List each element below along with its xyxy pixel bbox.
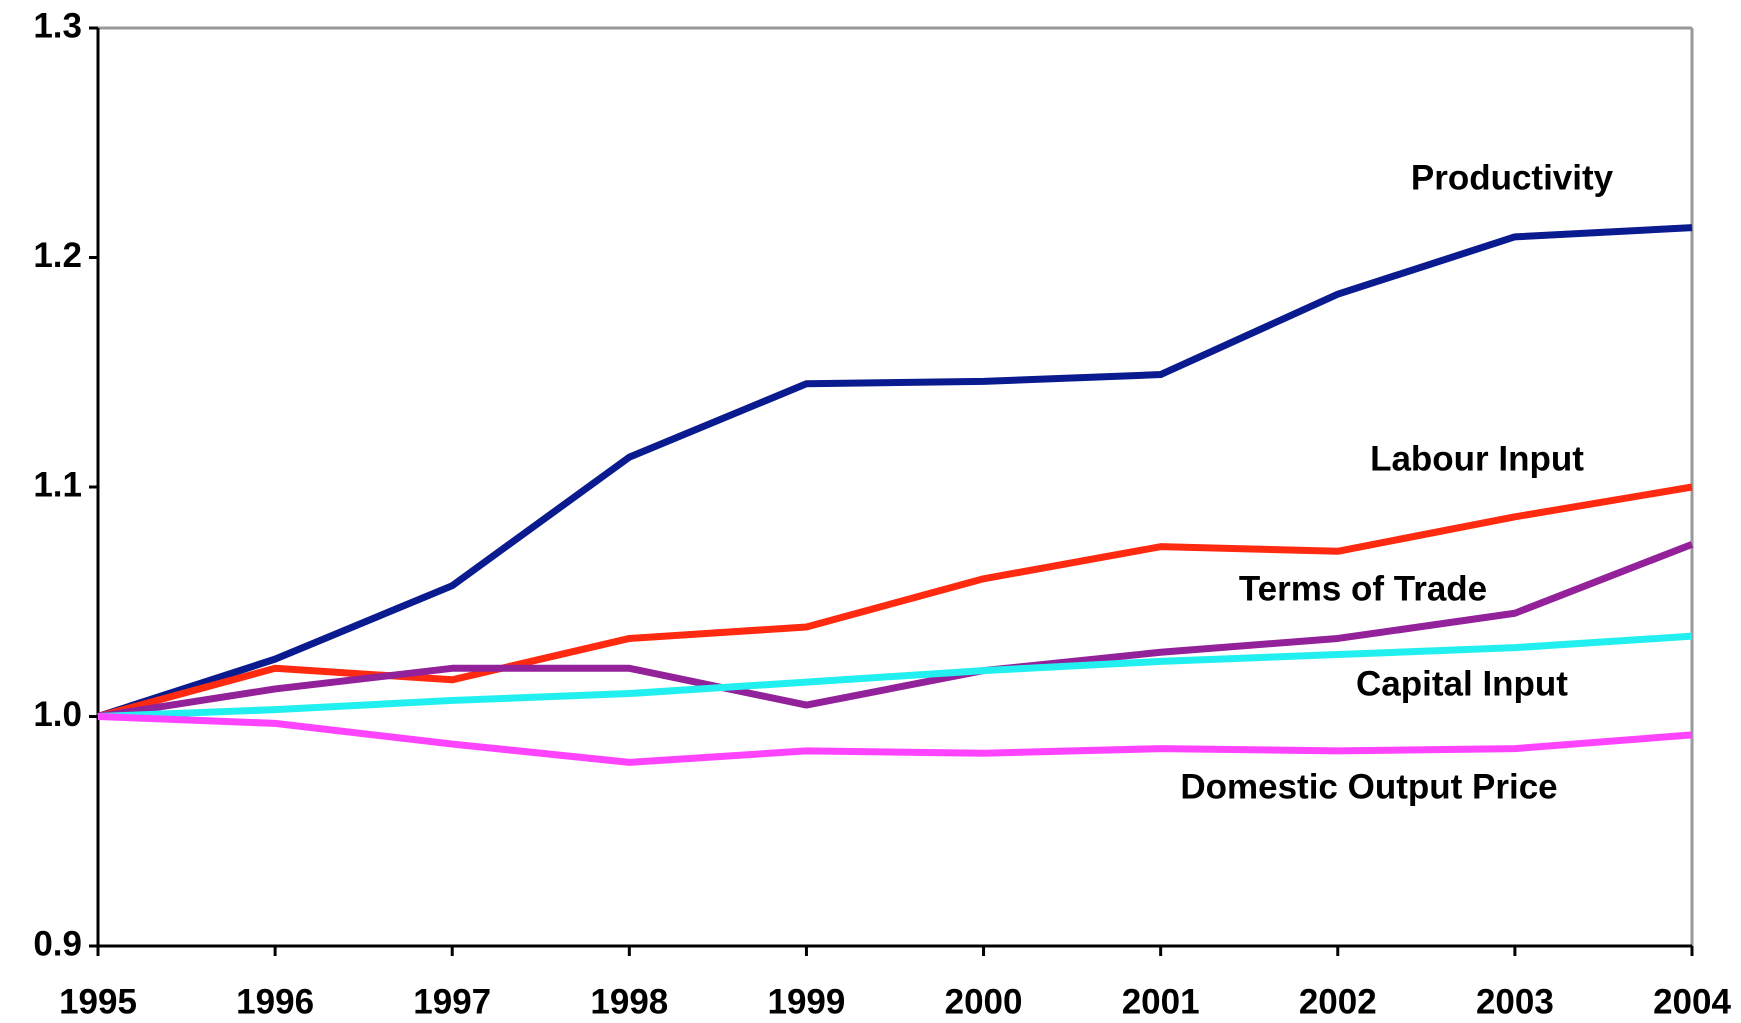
x-tick-label: 2004 bbox=[1653, 982, 1731, 1021]
x-tick-label: 2000 bbox=[945, 982, 1023, 1021]
x-tick-label: 1997 bbox=[413, 982, 491, 1021]
y-tick-label: 1.3 bbox=[33, 6, 82, 45]
x-tick-label: 2003 bbox=[1476, 982, 1554, 1021]
series-line bbox=[97, 483, 1693, 720]
series-label: Labour Input bbox=[1370, 439, 1584, 478]
series-label: Capital Input bbox=[1356, 664, 1568, 703]
y-tick-label: 1.1 bbox=[33, 465, 82, 504]
series-line bbox=[96, 224, 1693, 720]
series-line bbox=[97, 632, 1693, 720]
series-label: Productivity bbox=[1411, 158, 1614, 197]
x-tick-label: 1999 bbox=[768, 982, 846, 1021]
x-tick-label: 2002 bbox=[1299, 982, 1377, 1021]
series-label: Domestic Output Price bbox=[1180, 767, 1557, 806]
x-tick-label: 1995 bbox=[59, 982, 137, 1021]
x-tick-label: 2001 bbox=[1122, 982, 1200, 1021]
series-line bbox=[97, 713, 1693, 766]
y-tick-label: 0.9 bbox=[33, 924, 82, 963]
y-tick-label: 1.0 bbox=[33, 695, 82, 734]
x-tick-label: 1998 bbox=[590, 982, 668, 1021]
series-line bbox=[97, 541, 1694, 720]
x-tick-label: 1996 bbox=[236, 982, 314, 1021]
y-tick-label: 1.2 bbox=[33, 236, 82, 275]
series-label: Terms of Trade bbox=[1239, 569, 1487, 608]
